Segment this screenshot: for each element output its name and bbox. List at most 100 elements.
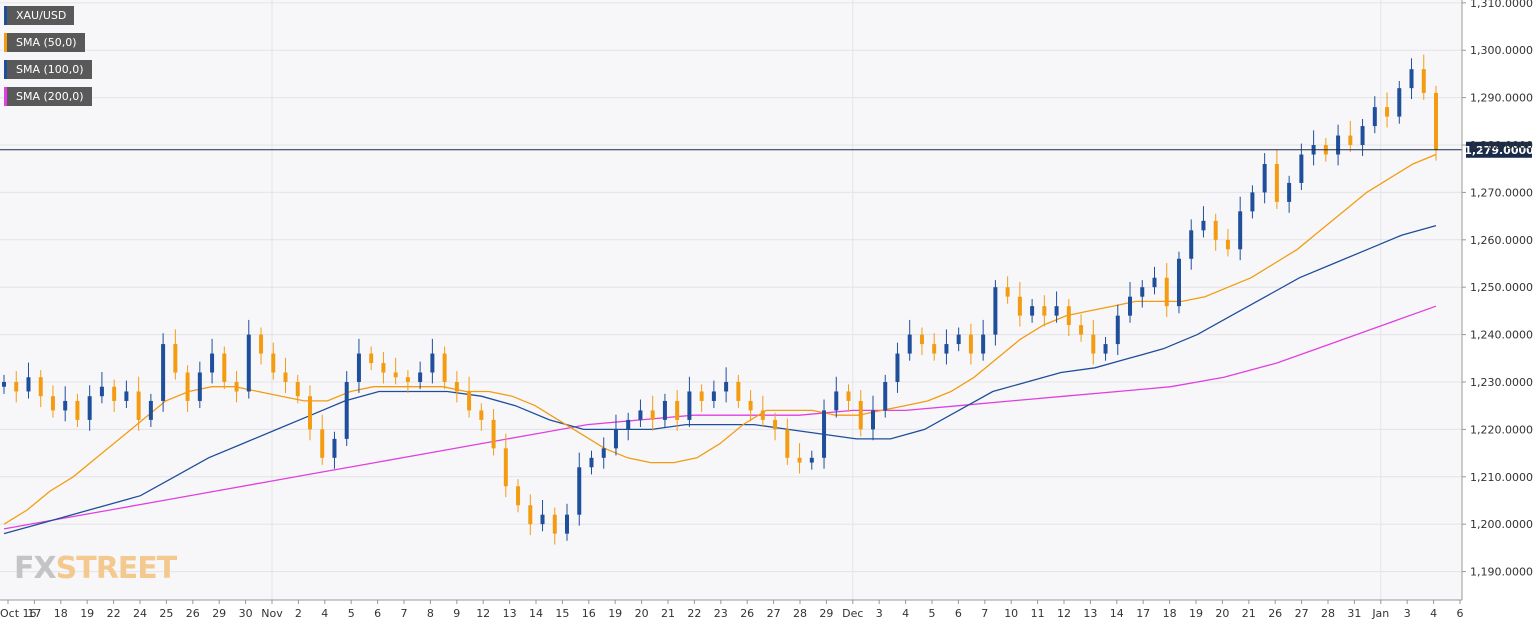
x-tick-label: 28 <box>1321 607 1335 620</box>
candle-body <box>185 372 190 401</box>
candle-body <box>968 334 973 354</box>
candle-body <box>675 400 680 420</box>
x-tick-label: 6 <box>1457 607 1464 620</box>
legend-item-sma200[interactable]: SMA (200,0) <box>4 87 92 106</box>
candle-body <box>63 400 68 411</box>
x-tick-label: 26 <box>740 607 754 620</box>
x-tick-label: Nov <box>261 607 283 620</box>
candle-body <box>528 505 533 525</box>
chart-legend: XAU/USD SMA (50,0) SMA (100,0) SMA (200,… <box>4 6 92 114</box>
legend-swatch <box>4 60 7 79</box>
candle-body <box>2 381 6 387</box>
legend-label: SMA (200,0) <box>16 90 84 103</box>
x-tick-label: 28 <box>793 607 807 620</box>
candle-body <box>540 514 545 525</box>
sma-50-line <box>3 153 1437 525</box>
candle-body <box>14 381 19 392</box>
candle-body <box>99 386 104 397</box>
candle-body <box>552 514 557 534</box>
x-tick-label: 11 <box>1031 607 1045 620</box>
legend-item-sma50[interactable]: SMA (50,0) <box>4 33 85 52</box>
x-tick-label: 4 <box>1430 607 1437 620</box>
candle-body <box>601 448 606 458</box>
x-tick-label: 4 <box>321 607 328 620</box>
candle-body <box>246 334 251 392</box>
x-tick-label: 6 <box>374 607 381 620</box>
candle-body <box>479 410 484 420</box>
candle-body <box>1079 325 1084 335</box>
candle-body <box>981 334 986 354</box>
x-tick-label: 16 <box>582 607 596 620</box>
x-tick-label: 9 <box>453 607 460 620</box>
candle-body <box>454 381 459 392</box>
candle-body <box>613 429 618 449</box>
x-tick-label: 19 <box>80 607 94 620</box>
moving-average-lines <box>3 153 1437 535</box>
x-tick-label: Dec <box>842 607 863 620</box>
candle-body <box>1005 287 1010 297</box>
price-label-box <box>1466 141 1532 158</box>
sma-100-line <box>3 224 1437 535</box>
candle-body <box>638 410 643 420</box>
candle-body <box>1128 296 1133 316</box>
candle-body <box>1421 69 1426 93</box>
y-tick-label: 1,250.0000 <box>1470 281 1533 294</box>
x-tick-label: 17 <box>27 607 41 620</box>
x-tick-label: 30 <box>239 607 253 620</box>
y-tick-label: 1,260.0000 <box>1470 234 1533 247</box>
y-tick-label: 1,230.0000 <box>1470 376 1533 389</box>
x-tick-label: 19 <box>1189 607 1203 620</box>
candle-body <box>1250 192 1255 212</box>
candle-body <box>1103 344 1108 354</box>
x-tick-label: 2 <box>295 607 302 620</box>
candle-body <box>883 381 888 411</box>
x-tick-label: 6 <box>955 607 962 620</box>
candle-body <box>956 334 961 345</box>
candle-body <box>271 353 276 373</box>
candle-body <box>50 396 55 411</box>
y-tick-label: 1,200.0000 <box>1470 518 1533 531</box>
x-tick-label: 20 <box>635 607 649 620</box>
candle-body <box>234 381 239 392</box>
x-tick-label: 18 <box>1163 607 1177 620</box>
candle-body <box>589 457 594 468</box>
x-tick-label: 3 <box>1404 607 1411 620</box>
candle-body <box>503 448 508 487</box>
candle-body <box>724 381 729 392</box>
x-tick-label: 22 <box>107 607 121 620</box>
candle-body <box>919 334 924 345</box>
candle-body <box>1274 163 1279 202</box>
legend-item-sma100[interactable]: SMA (100,0) <box>4 60 92 79</box>
x-tick-label: 14 <box>529 607 543 620</box>
legend-item-xauusd[interactable]: XAU/USD <box>4 6 75 25</box>
candle-body <box>418 372 423 382</box>
candle-body <box>1091 334 1096 354</box>
candle-body <box>381 363 386 373</box>
y-axis: 1,190.0000 1,200.0000 1,210.0000 1,220.0000… <box>1461 0 1533 600</box>
candle-body <box>197 372 202 401</box>
candle-body <box>112 386 117 401</box>
legend-label: XAU/USD <box>16 9 67 22</box>
legend-swatch <box>4 6 7 25</box>
candle-body <box>516 486 521 506</box>
y-tick-label: 1,290.0000 <box>1470 92 1533 105</box>
x-tick-label: 31 <box>1347 607 1361 620</box>
candle-body <box>259 334 264 354</box>
y-tick-label: 1,240.0000 <box>1470 329 1533 342</box>
y-tick-label: 1,210.0000 <box>1470 471 1533 484</box>
candle-body <box>626 419 631 430</box>
candle-body <box>1397 88 1402 117</box>
candle-body <box>1262 163 1267 193</box>
x-tick-label: 20 <box>1215 607 1229 620</box>
candle-body <box>26 377 31 392</box>
candle-body <box>834 391 839 411</box>
candle-body <box>1017 296 1022 316</box>
candle-body <box>356 353 361 382</box>
x-axis-background <box>0 600 1462 627</box>
candle-body <box>1336 135 1341 155</box>
candle-body <box>1164 277 1169 307</box>
candle-body <box>1054 306 1059 316</box>
candle-body <box>148 400 153 420</box>
